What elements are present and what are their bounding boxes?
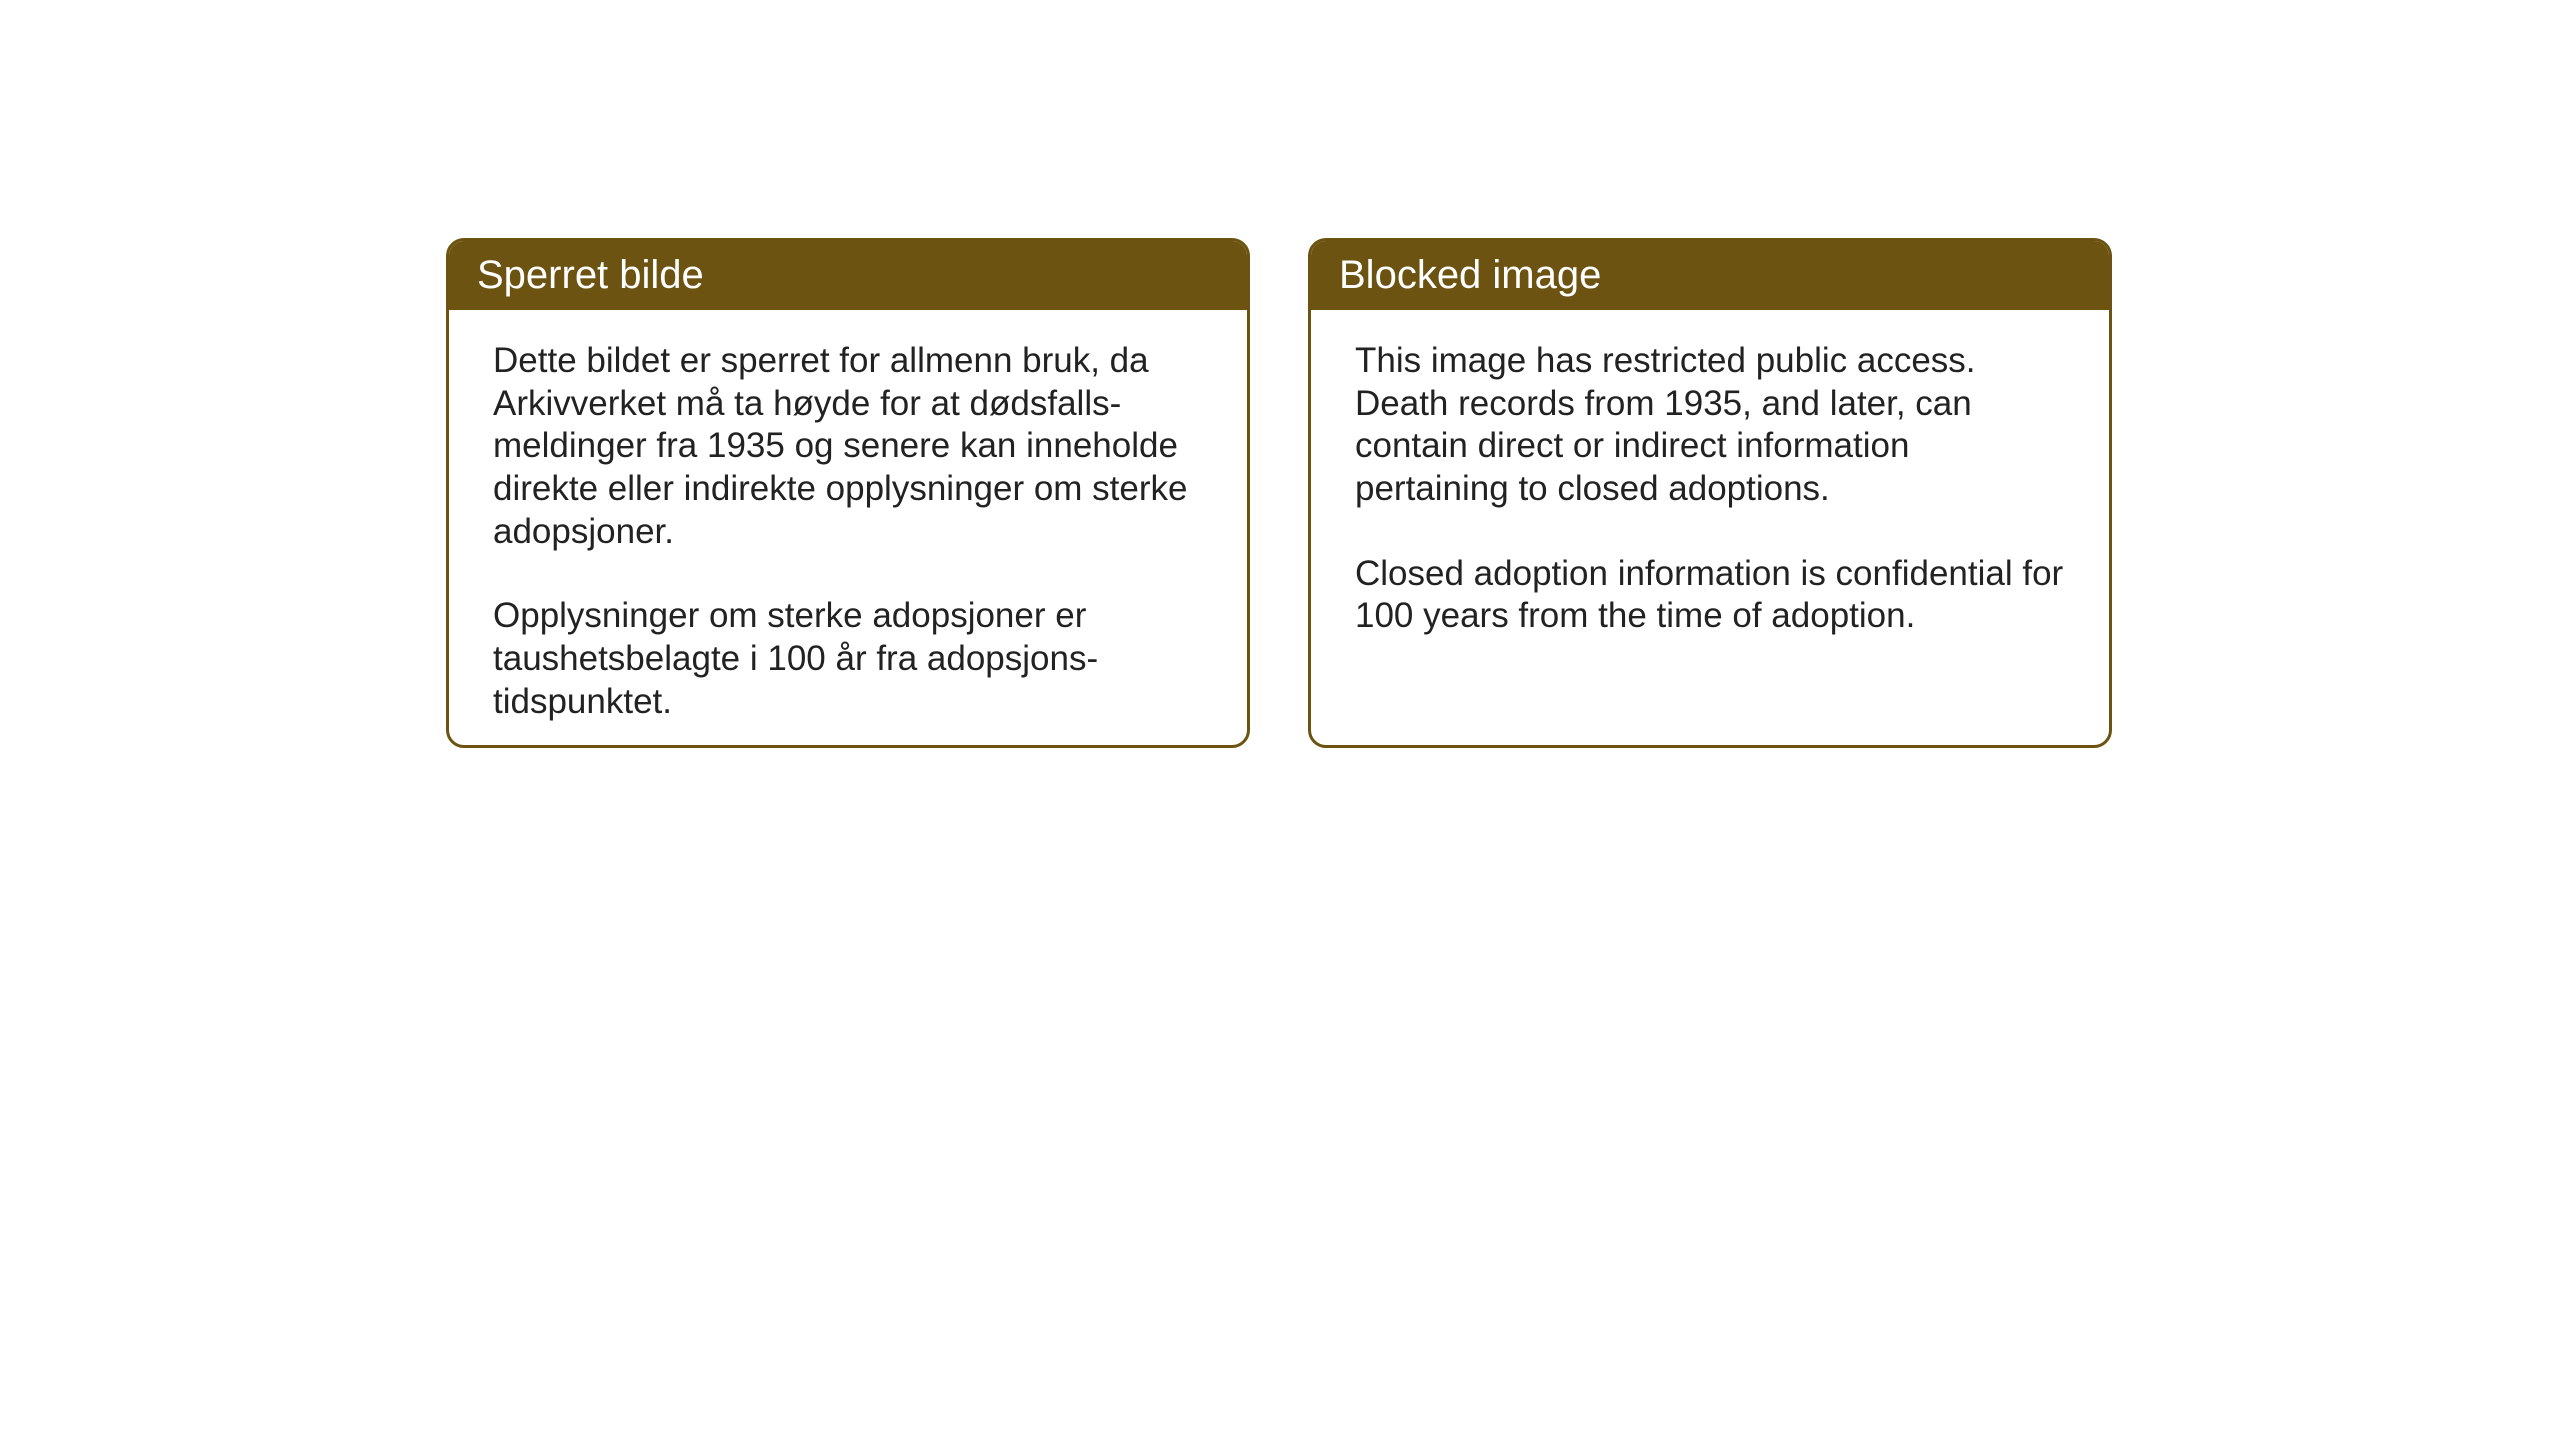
card-english: Blocked image This image has restricted …: [1308, 238, 2112, 748]
card-paragraph-2-english: Closed adoption information is confident…: [1355, 553, 2065, 638]
card-title-norwegian: Sperret bilde: [477, 253, 704, 297]
card-header-norwegian: Sperret bilde: [449, 241, 1247, 310]
card-title-english: Blocked image: [1339, 253, 1601, 297]
card-paragraph-1-english: This image has restricted public access.…: [1355, 340, 2065, 511]
card-norwegian: Sperret bilde Dette bildet er sperret fo…: [446, 238, 1250, 748]
card-body-english: This image has restricted public access.…: [1311, 310, 2109, 668]
card-header-english: Blocked image: [1311, 241, 2109, 310]
card-paragraph-1-norwegian: Dette bildet er sperret for allmenn bruk…: [493, 340, 1203, 553]
cards-container: Sperret bilde Dette bildet er sperret fo…: [446, 238, 2112, 748]
card-paragraph-2-norwegian: Opplysninger om sterke adopsjoner er tau…: [493, 595, 1203, 723]
card-body-norwegian: Dette bildet er sperret for allmenn bruk…: [449, 310, 1247, 748]
